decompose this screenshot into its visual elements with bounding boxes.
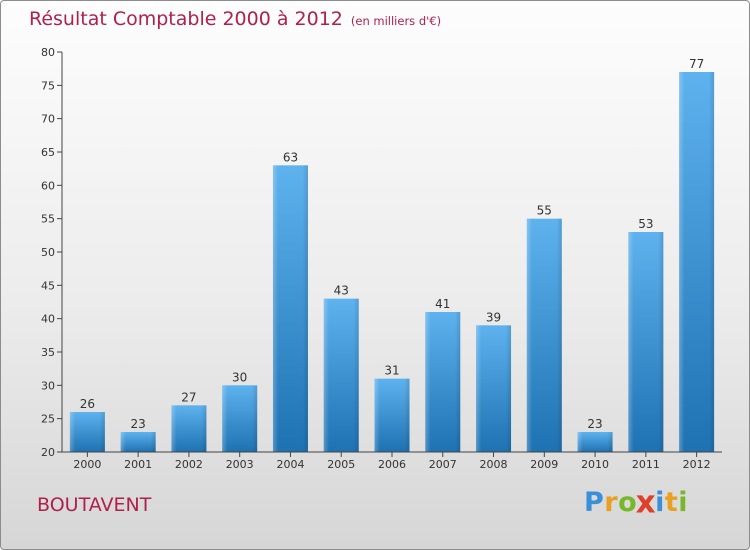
logo-letter: P [584,487,605,518]
x-tick-label-2002: 2002 [175,458,203,471]
y-tick-label-65: 65 [41,146,55,159]
bar-shade-2004 [272,165,308,453]
x-tick-label-2001: 2001 [124,458,152,471]
logo-letter: t [664,487,679,518]
bar-shade-2006 [374,378,410,452]
data-label-2009: 55 [537,204,552,218]
chart-title-text: Résultat Comptable 2000 à 2012 [29,8,343,30]
y-tick-label-40: 40 [41,313,55,326]
bar-shade-2009 [526,218,562,452]
logo-letter: r [604,487,619,518]
bars-layer: 26 23 27 30 63 43 31 41 39 55 23 53 77 [69,57,715,453]
y-tick-label-25: 25 [41,413,55,426]
x-tick-label-2008: 2008 [480,458,508,471]
proxiti-logo: Proxiti [584,484,689,521]
y-tick-label-80: 80 [41,46,55,59]
bar-shade-2001 [120,432,156,452]
y-tick-label-75: 75 [41,79,55,92]
y-tick-label-50: 50 [41,246,55,259]
logo-letter: o [618,487,638,518]
logo-letter: i [655,487,665,518]
data-label-2006: 31 [384,364,399,378]
data-label-2000: 26 [80,397,95,411]
axes-layer: 2000 2001 2002 2003 2004 2005 2006 2007 2008 2009… [41,46,722,471]
x-tick-label-2010: 2010 [581,458,609,471]
x-tick-label-2004: 2004 [276,458,304,471]
bar-shade-2007 [425,312,461,452]
data-label-2012: 77 [689,57,704,71]
x-tick-label-2009: 2009 [530,458,558,471]
place-name: BOUTAVENT [37,494,152,516]
y-tick-label-35: 35 [41,346,55,359]
bar-shade-2005 [323,298,359,452]
data-label-2005: 43 [334,284,349,298]
bar-shade-2012 [679,72,715,452]
x-tick-label-2005: 2005 [327,458,355,471]
data-label-2004: 63 [283,150,298,164]
bar-shade-2002 [171,405,207,452]
x-tick-label-2006: 2006 [378,458,406,471]
bar-shade-2010 [577,432,613,452]
data-label-2001: 23 [131,417,146,431]
chart-title: Résultat Comptable 2000 à 2012 (en millie… [29,8,441,30]
y-tick-label-60: 60 [41,179,55,192]
data-label-2008: 39 [486,310,501,324]
data-label-2011: 53 [638,217,653,231]
y-tick-label-55: 55 [41,213,55,226]
bar-shade-2000 [69,412,105,452]
data-label-2007: 41 [435,297,450,311]
bar-shade-2003 [222,385,258,452]
y-tick-label-20: 20 [41,446,55,459]
x-tick-label-2000: 2000 [73,458,101,471]
logo-letter: x [635,484,657,521]
x-tick-label-2003: 2003 [226,458,254,471]
chart-subtitle: (en milliers d'€) [350,14,442,28]
y-tick-label-45: 45 [41,279,55,292]
x-tick-label-2007: 2007 [429,458,457,471]
data-label-2010: 23 [587,417,602,431]
bar-shade-2011 [628,232,664,452]
y-tick-label-70: 70 [41,113,55,126]
x-tick-label-2012: 2012 [683,458,711,471]
bar-shade-2008 [476,325,512,452]
logo-letter: i [678,487,689,518]
data-label-2003: 30 [232,370,247,384]
y-tick-label-30: 30 [41,379,55,392]
data-label-2002: 27 [181,390,196,404]
x-tick-label-2011: 2011 [632,458,660,471]
